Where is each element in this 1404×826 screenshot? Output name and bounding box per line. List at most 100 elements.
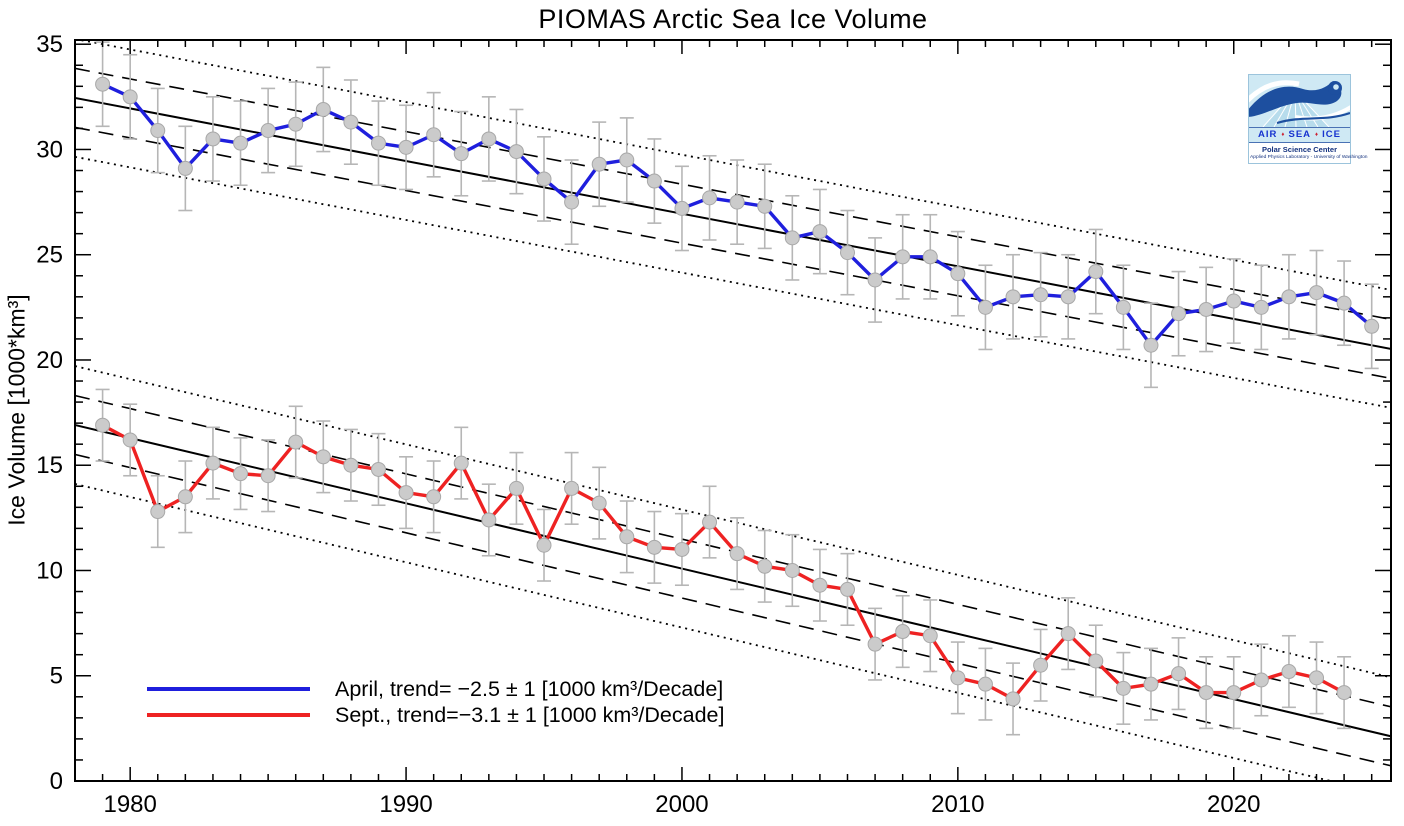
- data-point-marker: [1115, 299, 1131, 315]
- data-point-marker: [1281, 664, 1297, 680]
- legend: April, trend= −2.5 ± 1 [1000 km³/Decade]…: [147, 676, 724, 728]
- data-point-marker: [839, 581, 855, 597]
- data-point-marker: [1171, 666, 1187, 682]
- data-point-marker: [619, 529, 635, 545]
- data-point-marker: [1115, 680, 1131, 696]
- data-point-marker: [481, 131, 497, 147]
- data-point-marker: [150, 504, 166, 520]
- data-point-marker: [977, 676, 993, 692]
- error-bars: [95, 41, 1379, 736]
- data-point-marker: [343, 114, 359, 130]
- april-legend-line-sample: [147, 687, 310, 691]
- data-point-marker: [757, 558, 773, 574]
- sept-series-line: [100, 423, 1346, 701]
- data-point-marker: [702, 190, 718, 206]
- y-tick-label: 0: [50, 768, 63, 795]
- data-point-marker: [1364, 318, 1380, 334]
- y-tick-label: 20: [36, 347, 63, 374]
- polar-science-center-logo: AIR ♦ SEA ♦ ICE Polar Science Center App…: [1248, 74, 1368, 164]
- data-point-marker: [1088, 653, 1104, 669]
- data-point-marker: [233, 135, 249, 151]
- legend-row-april: April, trend= −2.5 ± 1 [1000 km³/Decade]: [147, 676, 724, 702]
- data-point-marker: [1309, 285, 1325, 301]
- data-point-marker: [1143, 337, 1159, 353]
- sept-dotted-band-lower: [76, 483, 1331, 780]
- data-point-marker: [564, 194, 580, 210]
- chart-title: PIOMAS Arctic Sea Ice Volume: [538, 4, 928, 34]
- data-point-marker: [1033, 657, 1049, 673]
- data-point-marker: [922, 628, 938, 644]
- data-point-marker: [426, 127, 442, 143]
- data-point-marker: [481, 512, 497, 528]
- x-tick-label: 2010: [931, 791, 984, 818]
- data-point-marker: [95, 417, 111, 433]
- data-point-marker: [674, 541, 690, 557]
- april-dashed-band-upper: [76, 67, 1390, 321]
- logo-word-ice: ICE: [1322, 129, 1341, 140]
- data-point-marker: [288, 116, 304, 132]
- x-tick-label: 2020: [1207, 791, 1260, 818]
- data-point-marker: [288, 434, 304, 450]
- data-point-marker: [812, 224, 828, 240]
- data-point-marker: [1336, 295, 1352, 311]
- data-point-marker: [205, 455, 221, 471]
- y-tick-label: 25: [36, 242, 63, 269]
- air-sea-ice-text-band: AIR ♦ SEA ♦ ICE: [1249, 127, 1350, 143]
- data-point-marker: [646, 539, 662, 555]
- data-point-marker: [370, 461, 386, 477]
- data-point-marker: [757, 198, 773, 214]
- data-point-marker: [1033, 287, 1049, 303]
- data-point-marker: [729, 546, 745, 562]
- data-point-marker: [398, 485, 414, 501]
- data-point-marker: [895, 624, 911, 640]
- data-point-marker: [150, 123, 166, 139]
- data-point-marker: [1281, 289, 1297, 305]
- data-point-marker: [674, 200, 690, 216]
- april-dotted-band-lower: [76, 156, 1390, 409]
- data-point-marker: [646, 173, 662, 189]
- data-point-marker: [315, 449, 331, 465]
- data-point-marker: [343, 457, 359, 473]
- y-tick-label: 35: [36, 31, 63, 58]
- april-dotted-band-upper: [80, 41, 1390, 291]
- data-point-marker: [784, 230, 800, 246]
- data-point-marker: [1005, 289, 1021, 305]
- data-point-marker: [122, 432, 138, 448]
- logo-affiliation: Applied Physics Laboratory - University …: [1249, 154, 1368, 163]
- sept-trend-line: [76, 424, 1390, 738]
- data-point-marker: [867, 272, 883, 288]
- axis-ticks: [74, 40, 1391, 782]
- data-point-marker: [1309, 670, 1325, 686]
- data-point-marker: [508, 480, 524, 496]
- logo-word-air: AIR: [1258, 129, 1278, 140]
- sept-dashed-band-lower: [76, 453, 1390, 767]
- data-point-marker: [260, 468, 276, 484]
- april-legend-label: April, trend= −2.5 ± 1 [1000 km³/Decade]: [335, 676, 724, 701]
- data-point-marker: [205, 131, 221, 147]
- data-point-marker: [619, 152, 635, 168]
- data-point-marker: [536, 171, 552, 187]
- data-point-marker: [1143, 676, 1159, 692]
- data-point-marker: [1060, 626, 1076, 642]
- data-point-marker: [233, 466, 249, 482]
- data-point-marker: [426, 489, 442, 505]
- data-point-marker: [591, 495, 607, 511]
- legend-row-sept: Sept., trend=−3.1 ± 1 [1000 km³/Decade]: [147, 702, 724, 728]
- data-point-marker: [1198, 685, 1214, 701]
- data-point-marker: [1253, 672, 1269, 688]
- data-point-marker: [1226, 293, 1242, 309]
- data-point-marker: [370, 135, 386, 151]
- data-point-marker: [564, 480, 580, 496]
- data-point-marker: [1336, 685, 1352, 701]
- data-point-marker: [922, 249, 938, 265]
- data-point-marker: [177, 489, 193, 505]
- sept-legend-line-sample: [147, 713, 310, 717]
- data-point-marker: [702, 514, 718, 530]
- air-sea-ice-wave-icon: [1249, 75, 1350, 127]
- data-point-marker: [315, 101, 331, 117]
- data-point-marker: [591, 156, 607, 172]
- data-point-marker: [784, 562, 800, 578]
- data-point-marker: [950, 266, 966, 282]
- logo-center-name: Polar Science Center: [1249, 143, 1350, 154]
- april-trend-line: [76, 97, 1390, 350]
